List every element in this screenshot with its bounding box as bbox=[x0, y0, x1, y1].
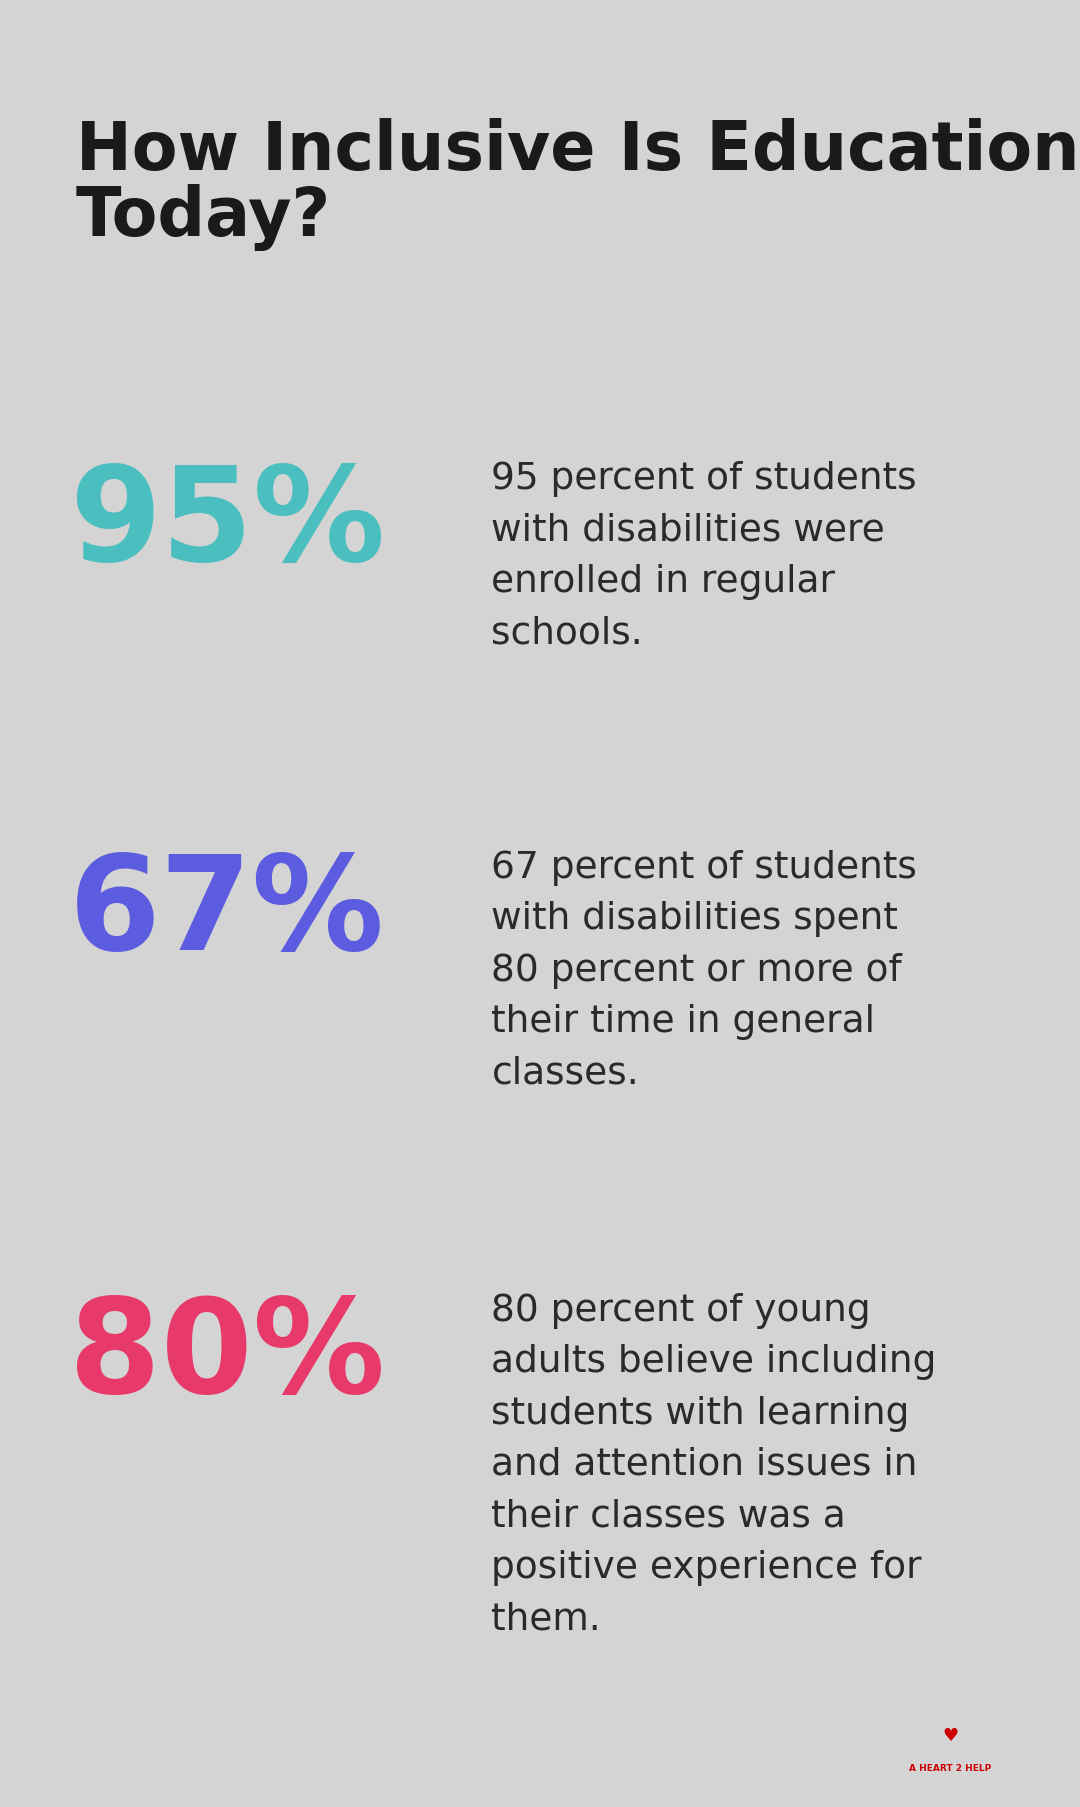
Text: Today?: Today? bbox=[76, 184, 330, 251]
Text: 67%: 67% bbox=[69, 849, 384, 976]
Text: 95%: 95% bbox=[69, 461, 384, 587]
Text: 95 percent of students
with disabilities were
enrolled in regular
schools.: 95 percent of students with disabilities… bbox=[491, 461, 917, 651]
Text: ♥: ♥ bbox=[943, 1726, 958, 1744]
Text: How Inclusive Is Education: How Inclusive Is Education bbox=[76, 117, 1079, 184]
Text: 67 percent of students
with disabilities spent
80 percent or more of
their time : 67 percent of students with disabilities… bbox=[491, 849, 917, 1091]
Text: 80 percent of young
adults believe including
students with learning
and attentio: 80 percent of young adults believe inclu… bbox=[491, 1292, 936, 1635]
Text: A HEART 2 HELP: A HEART 2 HELP bbox=[909, 1764, 991, 1771]
Text: 80%: 80% bbox=[69, 1292, 384, 1418]
